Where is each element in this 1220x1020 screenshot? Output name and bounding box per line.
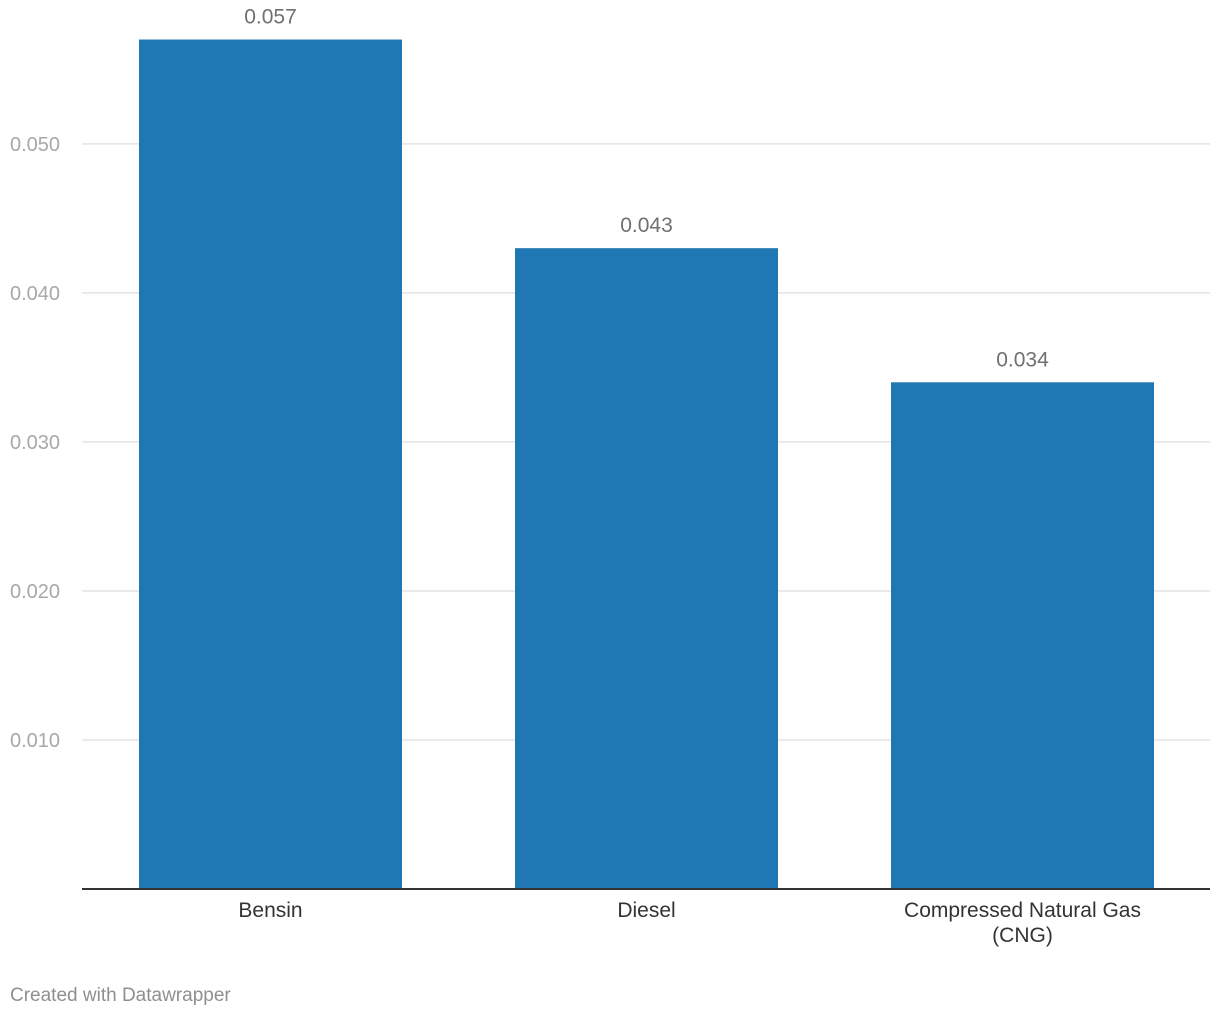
bar xyxy=(139,39,402,889)
x-tick-label: (CNG) xyxy=(992,924,1053,947)
y-tick-label: 0.010 xyxy=(10,730,60,752)
value-label: 0.057 xyxy=(244,6,297,29)
y-tick-label: 0.030 xyxy=(10,432,60,454)
y-tick-label: 0.040 xyxy=(10,283,60,305)
y-tick-label: 0.020 xyxy=(10,581,60,603)
value-label: 0.034 xyxy=(996,348,1049,371)
value-label: 0.043 xyxy=(620,214,673,237)
bar xyxy=(891,382,1154,889)
bar xyxy=(515,248,778,889)
x-tick-label: Bensin xyxy=(238,899,302,922)
x-tick-label: Compressed Natural Gas xyxy=(904,899,1141,922)
bars xyxy=(139,39,1154,889)
x-axis: Bensin Diesel Compressed Natural Gas(CNG) xyxy=(238,899,1141,947)
x-tick-label: Diesel xyxy=(617,899,675,922)
y-tick-label: 0.050 xyxy=(10,134,60,156)
credit-text: Created with Datawrapper xyxy=(10,985,231,1006)
value-labels: 0.057 0.043 0.034 xyxy=(244,6,1049,372)
y-axis: 0.010 0.020 0.030 0.040 0.050 xyxy=(10,134,60,752)
